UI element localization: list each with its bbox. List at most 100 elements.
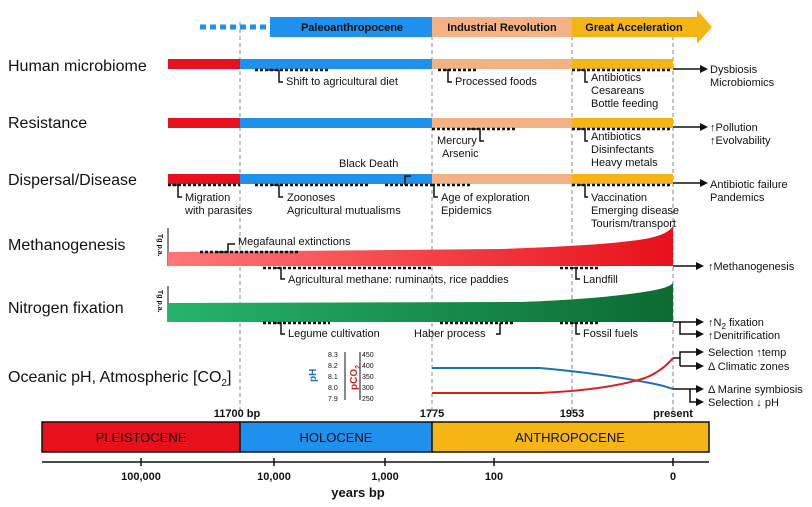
output-arrowhead (700, 179, 708, 187)
ann-microbiomics: Microbiomics (710, 77, 775, 89)
epoch-band: PLEISTOCENE HOLOCENE ANTHROPOCENE (41, 421, 710, 453)
row-label-oceanic-sub: 2 (221, 378, 227, 389)
ann-processed-foods: Processed foods (455, 76, 537, 88)
ann-sel-temp-b: temp (762, 347, 786, 359)
ann-zoonoses: Zoonoses (287, 192, 336, 204)
row-dispersal: Black Death Migration with parasites Zoo… (168, 158, 788, 230)
bar-great (572, 174, 673, 184)
ph-line (432, 367, 674, 390)
pco2-tick-0: 450 (362, 352, 374, 359)
ph-axis: 8.3 8.2 8.1 8.0 7.9 pH (308, 352, 346, 403)
ann-legume: Legume cultivation (288, 328, 380, 340)
bracket (572, 322, 580, 335)
ph-tick-4: 7.9 (328, 396, 338, 403)
ann-megafaunal: Megafaunal extinctions (238, 236, 351, 248)
ann-selection-ph: Selection ↓ pH (708, 397, 779, 409)
ann-age-exploration: Age of exploration (441, 192, 530, 204)
output-arrowhead (700, 123, 708, 131)
ann-evolvability-text: Evolvability (716, 135, 772, 147)
output-arrowhead (696, 362, 704, 370)
ann-fossil: Fossil fuels (583, 328, 639, 340)
bracket (580, 184, 588, 198)
ann-antibiotics-1: Antibiotics (591, 72, 642, 84)
bracket (268, 69, 283, 83)
ann-selection-temp: Selection ↑temp (708, 347, 786, 359)
row-label-methanogenesis: Methanogenesis (8, 237, 125, 254)
output-arrowhead (696, 330, 704, 338)
epoch-pleistocene-label: PLEISTOCENE (96, 430, 187, 445)
row-methanogenesis: Tg p.a. Megafaunal extinctions Agricultu… (156, 226, 795, 286)
ph-tick-1: 8.2 (328, 363, 338, 370)
ann-ag-methane: Agricultural methane: ruminants, rice pa… (288, 274, 509, 286)
pco2-tick-2: 350 (362, 374, 374, 381)
pco2-axis: 450 400 350 300 250 pCO2 (349, 352, 374, 403)
ann-emerging-disease: Emerging disease (591, 205, 679, 217)
ph-tick-2: 8.1 (328, 374, 338, 381)
ann-heavy-metals: Heavy metals (591, 157, 658, 169)
bar-holocene (240, 174, 432, 184)
era-paleo-band (270, 17, 432, 37)
bar-industrial (432, 59, 572, 69)
bracket (470, 128, 484, 142)
era-arrow-head (697, 10, 712, 44)
era-industrial-label: Industrial Revolution (447, 22, 557, 34)
output-arrowhead (696, 398, 704, 406)
time-tick-100: 100 (485, 471, 503, 483)
bar-great (572, 118, 673, 128)
bracket (572, 267, 580, 280)
marker-1775: 1775 (420, 408, 444, 420)
era-guide-lines (239, 22, 674, 412)
epoch-pleistocene (41, 421, 241, 453)
ann-antibiotics-2: Antibiotics (591, 131, 642, 143)
bar-holocene (240, 118, 432, 128)
ann-ag-mutualisms: Agricultural mutualisms (287, 205, 401, 217)
ann-antibiotic-failure: Antibiotic failure (710, 179, 788, 191)
pco2-tick-1: 400 (362, 363, 374, 370)
ann-black-death: Black Death (339, 158, 398, 170)
row-label-nitrogen: Nitrogen fixation (8, 300, 124, 317)
ann-vaccination: Vaccination (591, 192, 647, 204)
ann-dysbiosis: Dysbiosis (710, 64, 758, 76)
ann-n2-sub: 2 (721, 322, 726, 331)
pco2-title-sub: 2 (355, 365, 362, 369)
bracket (580, 128, 588, 142)
marker-present: present (653, 408, 693, 420)
marker-1953: 1953 (560, 408, 584, 420)
nitrogen-area (168, 283, 673, 322)
co2-line (432, 357, 674, 394)
epoch-holocene (239, 421, 433, 453)
ann-cesareans: Cesareans (591, 85, 645, 97)
bracket (404, 175, 411, 185)
pco2-title-main: pCO (349, 369, 360, 390)
epoch-anthropocene-label: ANTHROPOCENE (515, 430, 625, 445)
bar-holocene (240, 59, 432, 69)
bracket (276, 322, 285, 335)
output-line (673, 388, 698, 403)
row-label-microbiome: Human microbiome (8, 58, 147, 75)
ph-tick-3: 8.0 (328, 385, 338, 392)
row-label-resistance: Resistance (8, 115, 87, 132)
time-tick-1000: 1,000 (371, 471, 399, 483)
bracket (444, 69, 452, 83)
ann-mercury: Mercury (437, 135, 477, 147)
ann-sel-temp-a: Selection (708, 347, 756, 359)
ann-methanogenesis-out-text: Methanogenesis (714, 261, 795, 273)
era-great-label: Great Acceleration (585, 22, 683, 34)
ph-tick-0: 8.3 (328, 352, 338, 359)
ann-n2-b: fixation (726, 317, 764, 329)
ann-arsenic: Arsenic (442, 148, 479, 160)
bracket (433, 185, 438, 198)
bar-industrial (432, 174, 572, 184)
bar-industrial (432, 118, 572, 128)
row-label-oceanic-close: ] (227, 369, 231, 386)
ann-bottle-feeding: Bottle feeding (591, 98, 658, 110)
axis-label-tgpa: Tg p.a. (156, 234, 163, 257)
row-oceanic: 8.3 8.2 8.1 8.0 7.9 pH 450 400 350 300 2… (308, 347, 803, 409)
row-microbiome: Shift to agricultural diet Processed foo… (168, 59, 775, 110)
pco2-axis-title: pCO2 (349, 365, 362, 390)
time-axis-label: years bp (331, 485, 385, 500)
time-tick-0: 0 (670, 471, 676, 483)
ann-shift-diet: Shift to agricultural diet (286, 76, 398, 88)
time-axis: 100,000 10,000 1,000 100 0 years bp (42, 458, 709, 500)
ann-disinfectants: Disinfectants (591, 144, 654, 156)
